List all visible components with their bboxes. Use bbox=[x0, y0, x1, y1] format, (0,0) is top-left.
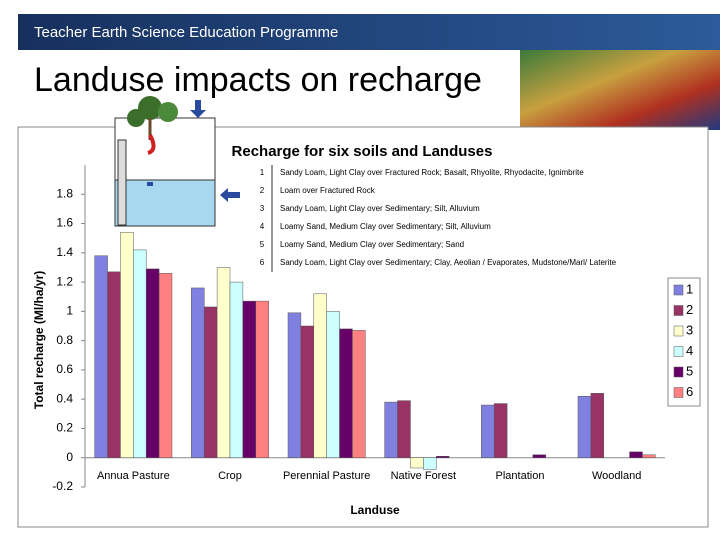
bar bbox=[94, 255, 108, 458]
legend-swatch bbox=[673, 387, 684, 398]
y-tick-label: 1 bbox=[66, 304, 73, 318]
bar bbox=[216, 267, 231, 458]
header-bar bbox=[18, 14, 720, 50]
bar bbox=[120, 232, 134, 458]
bar bbox=[229, 281, 244, 458]
bar bbox=[242, 300, 257, 458]
y-tick-label: 0.8 bbox=[56, 333, 73, 347]
bar bbox=[532, 454, 547, 458]
bar bbox=[384, 401, 398, 458]
bar bbox=[203, 306, 218, 458]
soil-number: 3 bbox=[260, 204, 265, 213]
soil-column-icon bbox=[114, 96, 240, 227]
bar bbox=[397, 400, 411, 458]
x-tick-label: Woodland bbox=[592, 470, 641, 482]
soil-number: 4 bbox=[260, 222, 265, 231]
bar bbox=[481, 404, 495, 458]
soil-number: 1 bbox=[260, 168, 265, 177]
soil-number: 2 bbox=[260, 186, 265, 195]
legend-swatch bbox=[673, 325, 684, 337]
bar bbox=[107, 271, 121, 458]
bar bbox=[133, 249, 147, 458]
legend-label: 4 bbox=[686, 343, 693, 358]
bar bbox=[255, 300, 269, 458]
legend-label: 3 bbox=[686, 322, 693, 337]
y-tick-label: 0.2 bbox=[56, 421, 73, 435]
bar bbox=[313, 293, 327, 458]
y-tick-label: 0.4 bbox=[56, 391, 73, 405]
x-tick-label: Annua Pasture bbox=[97, 470, 170, 482]
bar bbox=[577, 396, 592, 458]
soil-number: 6 bbox=[260, 258, 265, 267]
bar bbox=[339, 328, 353, 458]
bar bbox=[158, 273, 173, 458]
bar bbox=[326, 311, 340, 458]
y-axis-title: Total recharge (Ml/ha/yr) bbox=[32, 271, 46, 409]
y-tick-label: 0.6 bbox=[56, 362, 73, 376]
y-tick-label: 1.2 bbox=[56, 274, 73, 288]
x-tick-label: Plantation bbox=[496, 470, 545, 482]
soil-description: Sandy Loam, Light Clay over Sedimentary;… bbox=[280, 204, 480, 213]
bar bbox=[493, 403, 508, 458]
y-tick-label: -0.2 bbox=[52, 479, 73, 493]
bar bbox=[410, 457, 424, 469]
x-tick-label: Crop bbox=[218, 470, 242, 482]
landscape-image bbox=[520, 50, 720, 130]
programme: Teacher Earth Science Education Programm… bbox=[34, 24, 338, 41]
soil-description: Sandy Loam, Light Clay over Fractured Ro… bbox=[280, 168, 584, 177]
bar bbox=[590, 393, 605, 458]
bar bbox=[145, 268, 160, 458]
soil-description: Loam over Fractured Rock bbox=[280, 186, 376, 195]
x-tick-label: Native Forest bbox=[391, 470, 456, 482]
legend-label: 6 bbox=[686, 384, 693, 399]
x-tick-label: Perennial Pasture bbox=[283, 470, 370, 482]
slide-title: Landuse impacts on recharge bbox=[34, 61, 482, 99]
bar bbox=[287, 312, 302, 458]
soil-number: 5 bbox=[260, 240, 265, 249]
legend-label: 2 bbox=[686, 302, 693, 317]
x-axis-title: Landuse bbox=[350, 503, 400, 517]
y-tick-label: 1.8 bbox=[56, 186, 73, 200]
y-tick-label: 1.4 bbox=[56, 245, 73, 259]
bar bbox=[642, 454, 656, 458]
bar bbox=[435, 456, 450, 458]
y-tick-label: 0 bbox=[66, 450, 73, 464]
legend-swatch bbox=[673, 346, 684, 357]
bar bbox=[191, 287, 205, 458]
chart-title: Recharge for six soils and Landuses bbox=[232, 143, 493, 160]
bar bbox=[300, 325, 315, 458]
legend-swatch bbox=[673, 366, 684, 378]
legend-label: 1 bbox=[686, 281, 693, 296]
bar bbox=[352, 330, 366, 458]
legend-label: 5 bbox=[686, 363, 693, 378]
y-tick-label: 1.6 bbox=[56, 216, 73, 230]
bar bbox=[423, 457, 437, 470]
legend-swatch bbox=[673, 305, 684, 316]
legend-box bbox=[667, 277, 701, 407]
soil-description: Loamy Sand, Medium Clay over Sedimentary… bbox=[280, 222, 491, 231]
legend-swatch bbox=[673, 284, 684, 296]
bar bbox=[629, 451, 643, 458]
soil-description: Loamy Sand, Medium Clay over Sedimentary… bbox=[280, 240, 464, 249]
soil-description: Sandy Loam, Light Clay over Sedimentary;… bbox=[280, 258, 617, 267]
